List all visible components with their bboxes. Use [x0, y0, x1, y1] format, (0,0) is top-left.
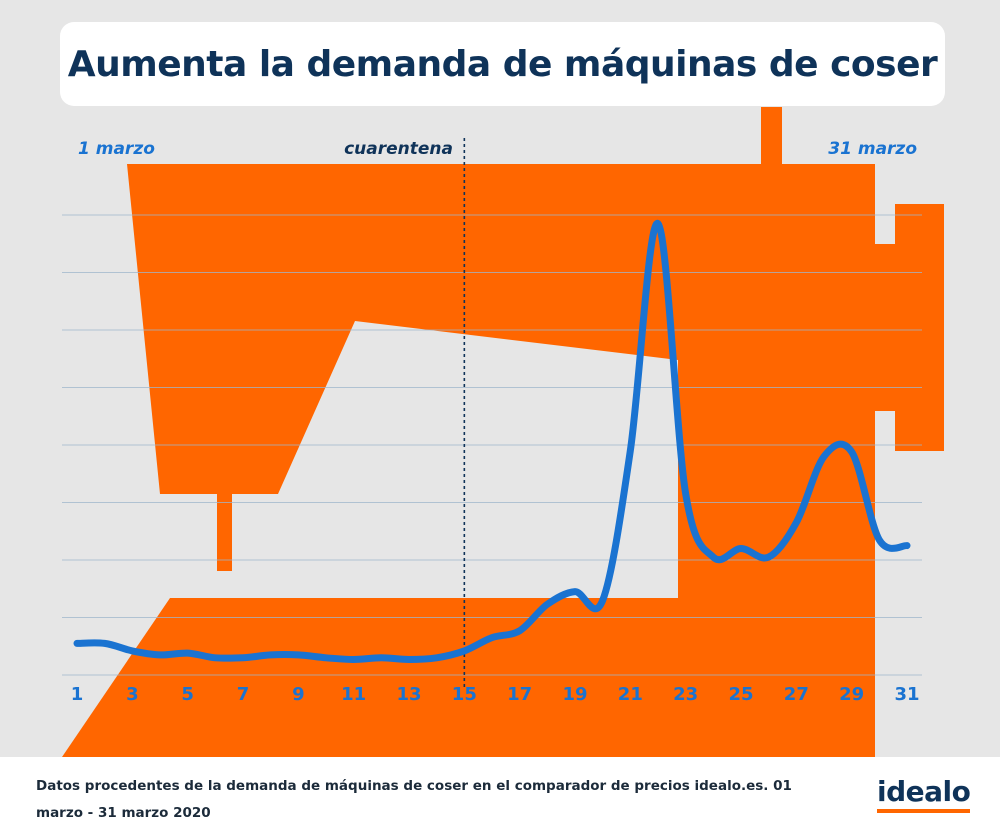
x-tick-label: 25: [728, 684, 753, 705]
x-axis-ticks: 1 3 5 7 9 11 13 15 17 19 21 23 25 27 29 31: [71, 684, 920, 705]
x-tick-label: 15: [452, 684, 477, 705]
x-tick-label: 29: [839, 684, 864, 705]
annotation-start: 1 marzo: [78, 139, 155, 159]
machine-spool-pin: [761, 107, 782, 165]
x-tick-label: 3: [126, 684, 139, 705]
logo-wordmark: idealo: [877, 775, 971, 808]
x-tick-label: 1: [71, 684, 84, 705]
x-tick-label: 9: [292, 684, 305, 705]
x-tick-label: 13: [396, 684, 421, 705]
x-tick-label: 11: [341, 684, 366, 705]
source-note: Datos procedentes de la demanda de máqui…: [36, 778, 792, 821]
x-tick-label: 21: [618, 684, 643, 705]
gridlines: [62, 214, 922, 676]
annotation-end: 31 marzo: [828, 139, 917, 159]
chart-title: Aumenta la demanda de máquinas de coser: [67, 43, 938, 85]
machine-handwheel: [895, 204, 944, 451]
annotation-quarantine: cuarentena: [344, 139, 453, 159]
sewing-demand-chart: 1 3 5 7 9 11 13 15 17 19 21 23 25 27 29 31 1 marzo cuar…: [62, 107, 944, 757]
logo-underline: [877, 809, 971, 813]
x-tick-label: 5: [181, 684, 194, 705]
machine-arm: [127, 164, 875, 757]
x-tick-label: 17: [507, 684, 532, 705]
series-line-demand: [73, 220, 911, 663]
x-tick-label: 31: [894, 684, 919, 705]
x-tick-label: 23: [673, 684, 698, 705]
sewing-machine-illustration: [62, 107, 944, 757]
idealo-logo[interactable]: idealo: [877, 775, 971, 813]
machine-needle: [217, 494, 232, 571]
footer: Datos procedentes de la demanda de máqui…: [0, 757, 1000, 835]
x-tick-label: 7: [237, 684, 250, 705]
title-card: Aumenta la demanda de máquinas de coser: [60, 22, 945, 106]
x-tick-label: 27: [784, 684, 809, 705]
demand-series: [73, 220, 911, 663]
machine-base: [62, 598, 678, 757]
machine-wheel-axle: [875, 244, 895, 411]
x-tick-label: 19: [562, 684, 587, 705]
